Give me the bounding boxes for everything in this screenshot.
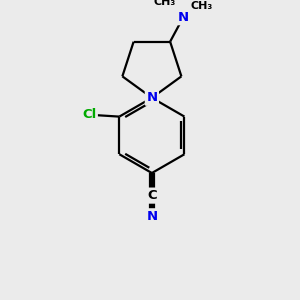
Text: Cl: Cl — [82, 108, 96, 121]
Text: N: N — [146, 210, 158, 223]
Text: CH₃: CH₃ — [153, 0, 176, 7]
Text: N: N — [178, 11, 189, 24]
Text: C: C — [147, 189, 157, 202]
Text: CH₃: CH₃ — [191, 1, 213, 11]
Text: N: N — [146, 91, 158, 104]
